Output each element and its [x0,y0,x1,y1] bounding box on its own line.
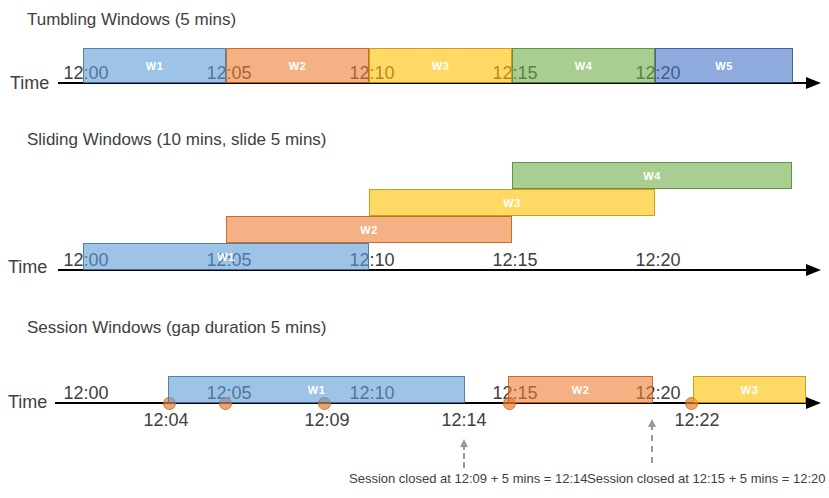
window-label: W2 [572,384,590,396]
tumbling-window-w5: W5 [655,48,793,83]
sliding-window-w4: W4 [512,162,792,189]
window-label: W2 [289,60,307,72]
session-close-annotation: Session closed at 12:15 + 5 mins = 12:20 [587,471,821,486]
windowing-diagram: Tumbling Windows (5 mins) Time 12:00 12:… [0,0,829,498]
axis-arrow-icon [806,397,821,409]
dashed-up-arrow-icon [463,444,465,468]
session-window-w2: W2 [508,376,653,403]
window-label: W4 [643,170,661,182]
close-time-label: 12:14 [436,410,492,431]
event-time-label: 12:04 [138,410,194,431]
event-time-label: 12:09 [299,410,355,431]
window-label: W1 [146,60,164,72]
tumbling-window-w1: W1 [83,48,226,83]
sliding-window-w1: W1 [83,243,369,270]
time-axis-label: Time [8,257,47,278]
session-window-w1: W1 [168,376,465,403]
tick-label: 12:20 [630,250,686,271]
window-label: W1 [217,251,235,263]
window-label: W3 [432,60,450,72]
window-label: W3 [741,384,759,396]
time-axis-label: Time [10,73,49,94]
sliding-window-w2: W2 [226,216,512,243]
tumbling-title: Tumbling Windows (5 mins) [27,10,236,30]
window-label: W3 [503,197,521,209]
sliding-title: Sliding Windows (10 mins, slide 5 mins) [27,130,327,150]
axis-arrow-icon [806,264,821,276]
sliding-window-w3: W3 [369,189,655,216]
tumbling-window-w3: W3 [369,48,512,83]
window-label: W1 [308,384,326,396]
axis-arrow-icon [806,77,821,89]
session-title: Session Windows (gap duration 5 mins) [27,318,327,338]
event-time-label: 12:22 [669,410,725,431]
window-label: W2 [360,224,378,236]
window-label: W5 [715,60,733,72]
tumbling-window-w2: W2 [226,48,369,83]
session-close-annotation: Session closed at 12:09 + 5 mins = 12:14 [349,471,581,486]
tick-label: 12:15 [487,250,543,271]
session-window-w3: W3 [693,376,806,403]
tumbling-window-w4: W4 [512,48,655,83]
window-label: W4 [575,60,593,72]
time-axis-label: Time [8,392,47,413]
dashed-up-arrow-icon [651,424,653,463]
tick-label: 12:00 [58,383,114,404]
